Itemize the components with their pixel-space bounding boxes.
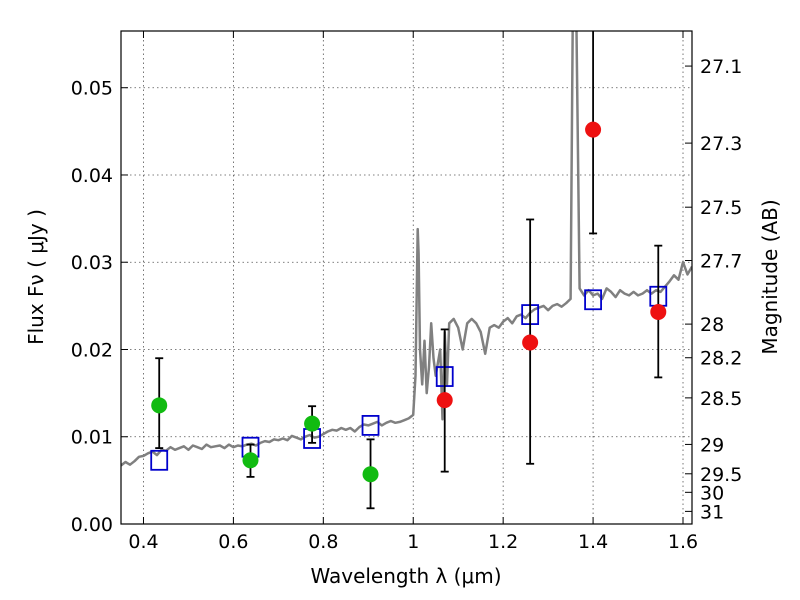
right-tick-label: 27.1 [700, 56, 742, 78]
x-tick-label: 1.2 [488, 531, 518, 553]
y-tick-label: 0.00 [71, 514, 113, 536]
data-point [436, 392, 453, 409]
data-point [304, 415, 321, 432]
x-tick-label: 0.6 [218, 531, 248, 553]
model-photometry-box [361, 414, 380, 436]
data-point [650, 303, 667, 320]
x-tick-label: 1.6 [668, 531, 698, 553]
y-tick-label: 0.03 [71, 252, 113, 274]
right-tick-label: 29.5 [700, 464, 742, 486]
grid [121, 31, 692, 525]
y-axis-label: Flux Fν ( μJy ) [24, 209, 48, 345]
x-tick-label: 0.8 [308, 531, 338, 553]
data-point [242, 452, 259, 469]
right-tick-label: 30 [700, 482, 724, 504]
y-tick-label: 0.04 [71, 165, 113, 187]
x-axis-label: Wavelength λ (μm) [310, 564, 501, 588]
data-point [585, 121, 602, 138]
ticks: 0.4 0.6 0.8 1 1.2 1.4 1.6 0.00 0.01 0.02 0.03 0.04 0… [71, 31, 742, 553]
right-tick-label: 28.2 [700, 348, 742, 370]
right-tick-label: 28.5 [700, 388, 742, 410]
x-tick-label: 1 [407, 531, 419, 553]
model-photometry-box [584, 289, 602, 311]
right-tick-label: 27.5 [700, 197, 742, 219]
right-tick-label: 27.3 [700, 133, 742, 155]
y-tick-label: 0.01 [71, 427, 113, 449]
right-tick-label: 28 [700, 314, 724, 336]
x-tick-label: 1.4 [578, 531, 608, 553]
data-point [362, 466, 379, 483]
x-tick-label: 0.4 [128, 531, 158, 553]
right-axis-label: Magnitude (AB) [758, 199, 782, 354]
right-tick-label: 27.7 [700, 250, 742, 272]
right-tick-label: 31 [700, 501, 724, 523]
right-tick-label: 29 [700, 434, 724, 456]
markers [150, 31, 668, 510]
data-point [522, 334, 539, 351]
y-tick-label: 0.05 [71, 78, 113, 100]
data-point [151, 397, 168, 414]
y-tick-label: 0.02 [71, 339, 113, 361]
plot-frame [120, 30, 693, 525]
model-photometry-box [150, 449, 169, 471]
